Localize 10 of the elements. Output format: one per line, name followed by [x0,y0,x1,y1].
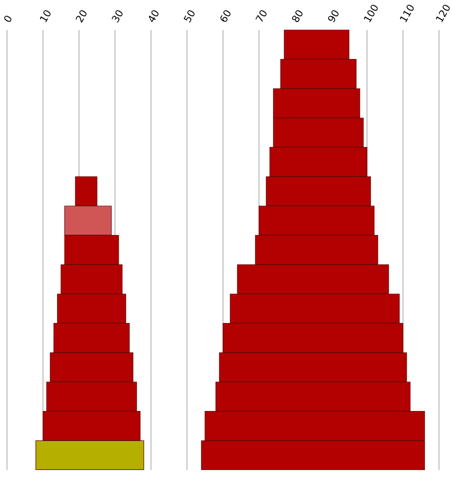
x-tick-label: 20 [74,8,90,25]
x-tick-label: 70 [254,8,270,25]
x-tick-label: 60 [218,8,234,25]
x-tick-label: 10 [38,8,54,25]
x-tick-label: 0 [2,14,16,25]
x-tick-label: 80 [290,8,306,25]
x-tick-label: 40 [146,8,162,25]
x-tick-label: 90 [326,8,342,25]
x-tick-label: 30 [110,8,126,25]
x-tick-label: 50 [182,8,198,25]
